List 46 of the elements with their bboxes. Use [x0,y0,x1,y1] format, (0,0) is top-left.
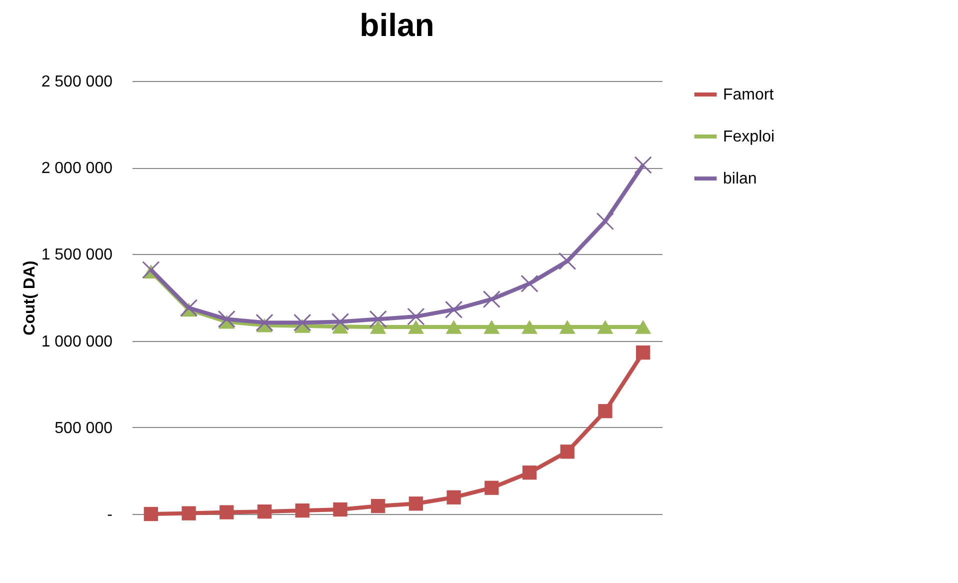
point [482,290,500,308]
point [484,480,499,495]
point [369,310,387,328]
legend-label: bilan [723,170,757,188]
point [371,498,386,514]
point [634,156,652,174]
point [636,346,650,360]
point [598,404,612,418]
point [558,252,576,270]
point [180,299,198,317]
point [294,314,312,332]
y-tick-label: 1 500 000 [41,246,113,264]
point [333,502,348,517]
point [256,314,274,332]
point [182,506,196,520]
chart-title: bilan [360,7,434,43]
point [370,320,386,334]
point [295,503,310,518]
point [559,320,576,334]
y-tick-label: 2 000 000 [41,160,113,178]
y-tick-label: - [107,506,112,524]
y-axis-title: Cout( DA) [21,260,38,336]
point [635,320,652,334]
point [144,506,158,522]
point [331,312,350,331]
point [446,320,462,334]
point [560,444,574,459]
point [446,490,461,504]
point [220,505,234,520]
legend-label: Famort [723,86,774,104]
point [520,274,538,292]
point [484,320,500,334]
point [407,308,425,326]
point [408,496,423,511]
point [257,504,272,519]
point [218,310,236,328]
point [142,260,160,279]
y-tick-label: 1 000 000 [41,333,113,350]
point [522,466,537,480]
point [597,320,614,334]
point [521,320,538,334]
point [444,300,463,318]
y-tick-label: 500 000 [54,420,113,437]
y-tick-label: 2 500 000 [41,74,113,90]
legend-label: Fexploi [723,128,775,146]
point [408,320,424,334]
